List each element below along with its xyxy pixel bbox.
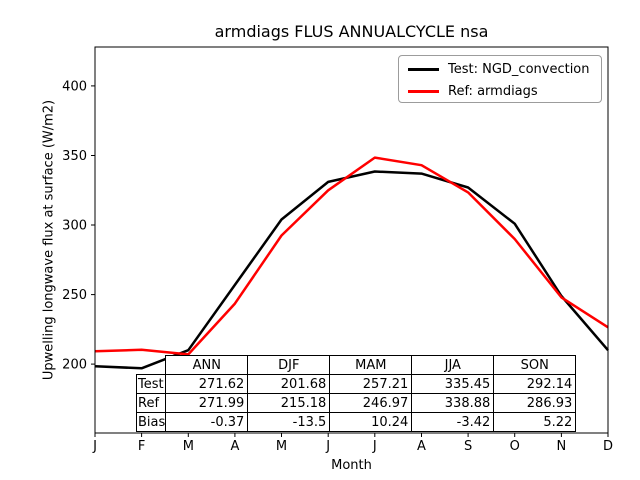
axes-spines <box>94 46 609 434</box>
cell-bias-mam: 10.24 <box>329 412 413 432</box>
col-header-son: SON <box>493 355 577 375</box>
cell-test-jja: 335.45 <box>411 374 495 394</box>
chart-title: armdiags FLUS ANNUALCYCLE nsa <box>214 22 489 41</box>
ref-line-swatch-icon <box>408 89 439 93</box>
legend-item-ref: Ref: armdiags <box>399 80 601 102</box>
col-header-ann: ANN <box>165 355 249 375</box>
x-tick-label: J <box>325 439 330 454</box>
x-axis-label: Month <box>331 458 372 473</box>
stats-table: ANN DJF MAM JJA SON Test 271.62 201.68 2… <box>135 355 577 432</box>
cell-ref-djf: 215.18 <box>247 393 331 413</box>
col-header-jja: JJA <box>411 355 495 375</box>
table-header-row: ANN DJF MAM JJA SON <box>137 355 577 375</box>
x-tick-label: A <box>417 439 426 454</box>
y-tick-label: 400 <box>62 79 87 94</box>
x-tick-label: D <box>603 439 613 454</box>
cell-bias-son: 5.22 <box>493 412 577 432</box>
cell-test-djf: 201.68 <box>247 374 331 394</box>
x-tick-label: O <box>510 439 520 454</box>
col-header-djf: DJF <box>247 355 331 375</box>
legend-label-test: Test: NGD_convection <box>448 61 590 77</box>
cell-bias-jja: -3.42 <box>411 412 495 432</box>
legend-label-ref: Ref: armdiags <box>448 83 538 99</box>
x-tick-label: J <box>92 439 97 454</box>
legend-item-test: Test: NGD_convection <box>399 58 601 80</box>
cell-test-mam: 257.21 <box>329 374 413 394</box>
table-row: Test 271.62 201.68 257.21 335.45 292.14 <box>135 374 577 394</box>
cell-bias-ann: -0.37 <box>165 412 249 432</box>
row-header-ref: Ref <box>135 393 167 413</box>
test-line <box>94 170 609 370</box>
cell-ref-jja: 338.88 <box>411 393 495 413</box>
cell-ref-ann: 271.99 <box>165 393 249 413</box>
x-tick-label: J <box>372 439 377 454</box>
x-tick-label: A <box>230 439 239 454</box>
x-tick-label: F <box>138 439 145 454</box>
x-tick-label: N <box>557 439 567 454</box>
y-tick-label: 350 <box>62 149 87 164</box>
col-header-mam: MAM <box>329 355 413 375</box>
ref-line <box>94 156 609 356</box>
y-tick-label: 250 <box>62 288 87 303</box>
legend: Test: NGD_convection Ref: armdiags <box>398 55 602 103</box>
x-tick-label: M <box>183 439 194 454</box>
y-axis-label: Upwelling longwave flux at surface (W/m2… <box>41 99 57 381</box>
x-tick-label: M <box>276 439 287 454</box>
cell-test-ann: 271.62 <box>165 374 249 394</box>
y-tick-label: 300 <box>62 219 87 234</box>
test-line-swatch-icon <box>408 67 439 71</box>
cell-ref-mam: 246.97 <box>329 393 413 413</box>
table-corner-cell <box>137 356 166 375</box>
table-row: Bias -0.37 -13.5 10.24 -3.42 5.22 <box>135 412 577 432</box>
row-header-bias: Bias <box>135 412 167 432</box>
x-tick-label: S <box>464 439 472 454</box>
cell-ref-son: 286.93 <box>493 393 577 413</box>
y-tick-label: 200 <box>62 358 87 373</box>
cell-bias-djf: -13.5 <box>247 412 331 432</box>
table-row: Ref 271.99 215.18 246.97 338.88 286.93 <box>135 393 577 413</box>
row-header-test: Test <box>135 374 167 394</box>
cell-test-son: 292.14 <box>493 374 577 394</box>
